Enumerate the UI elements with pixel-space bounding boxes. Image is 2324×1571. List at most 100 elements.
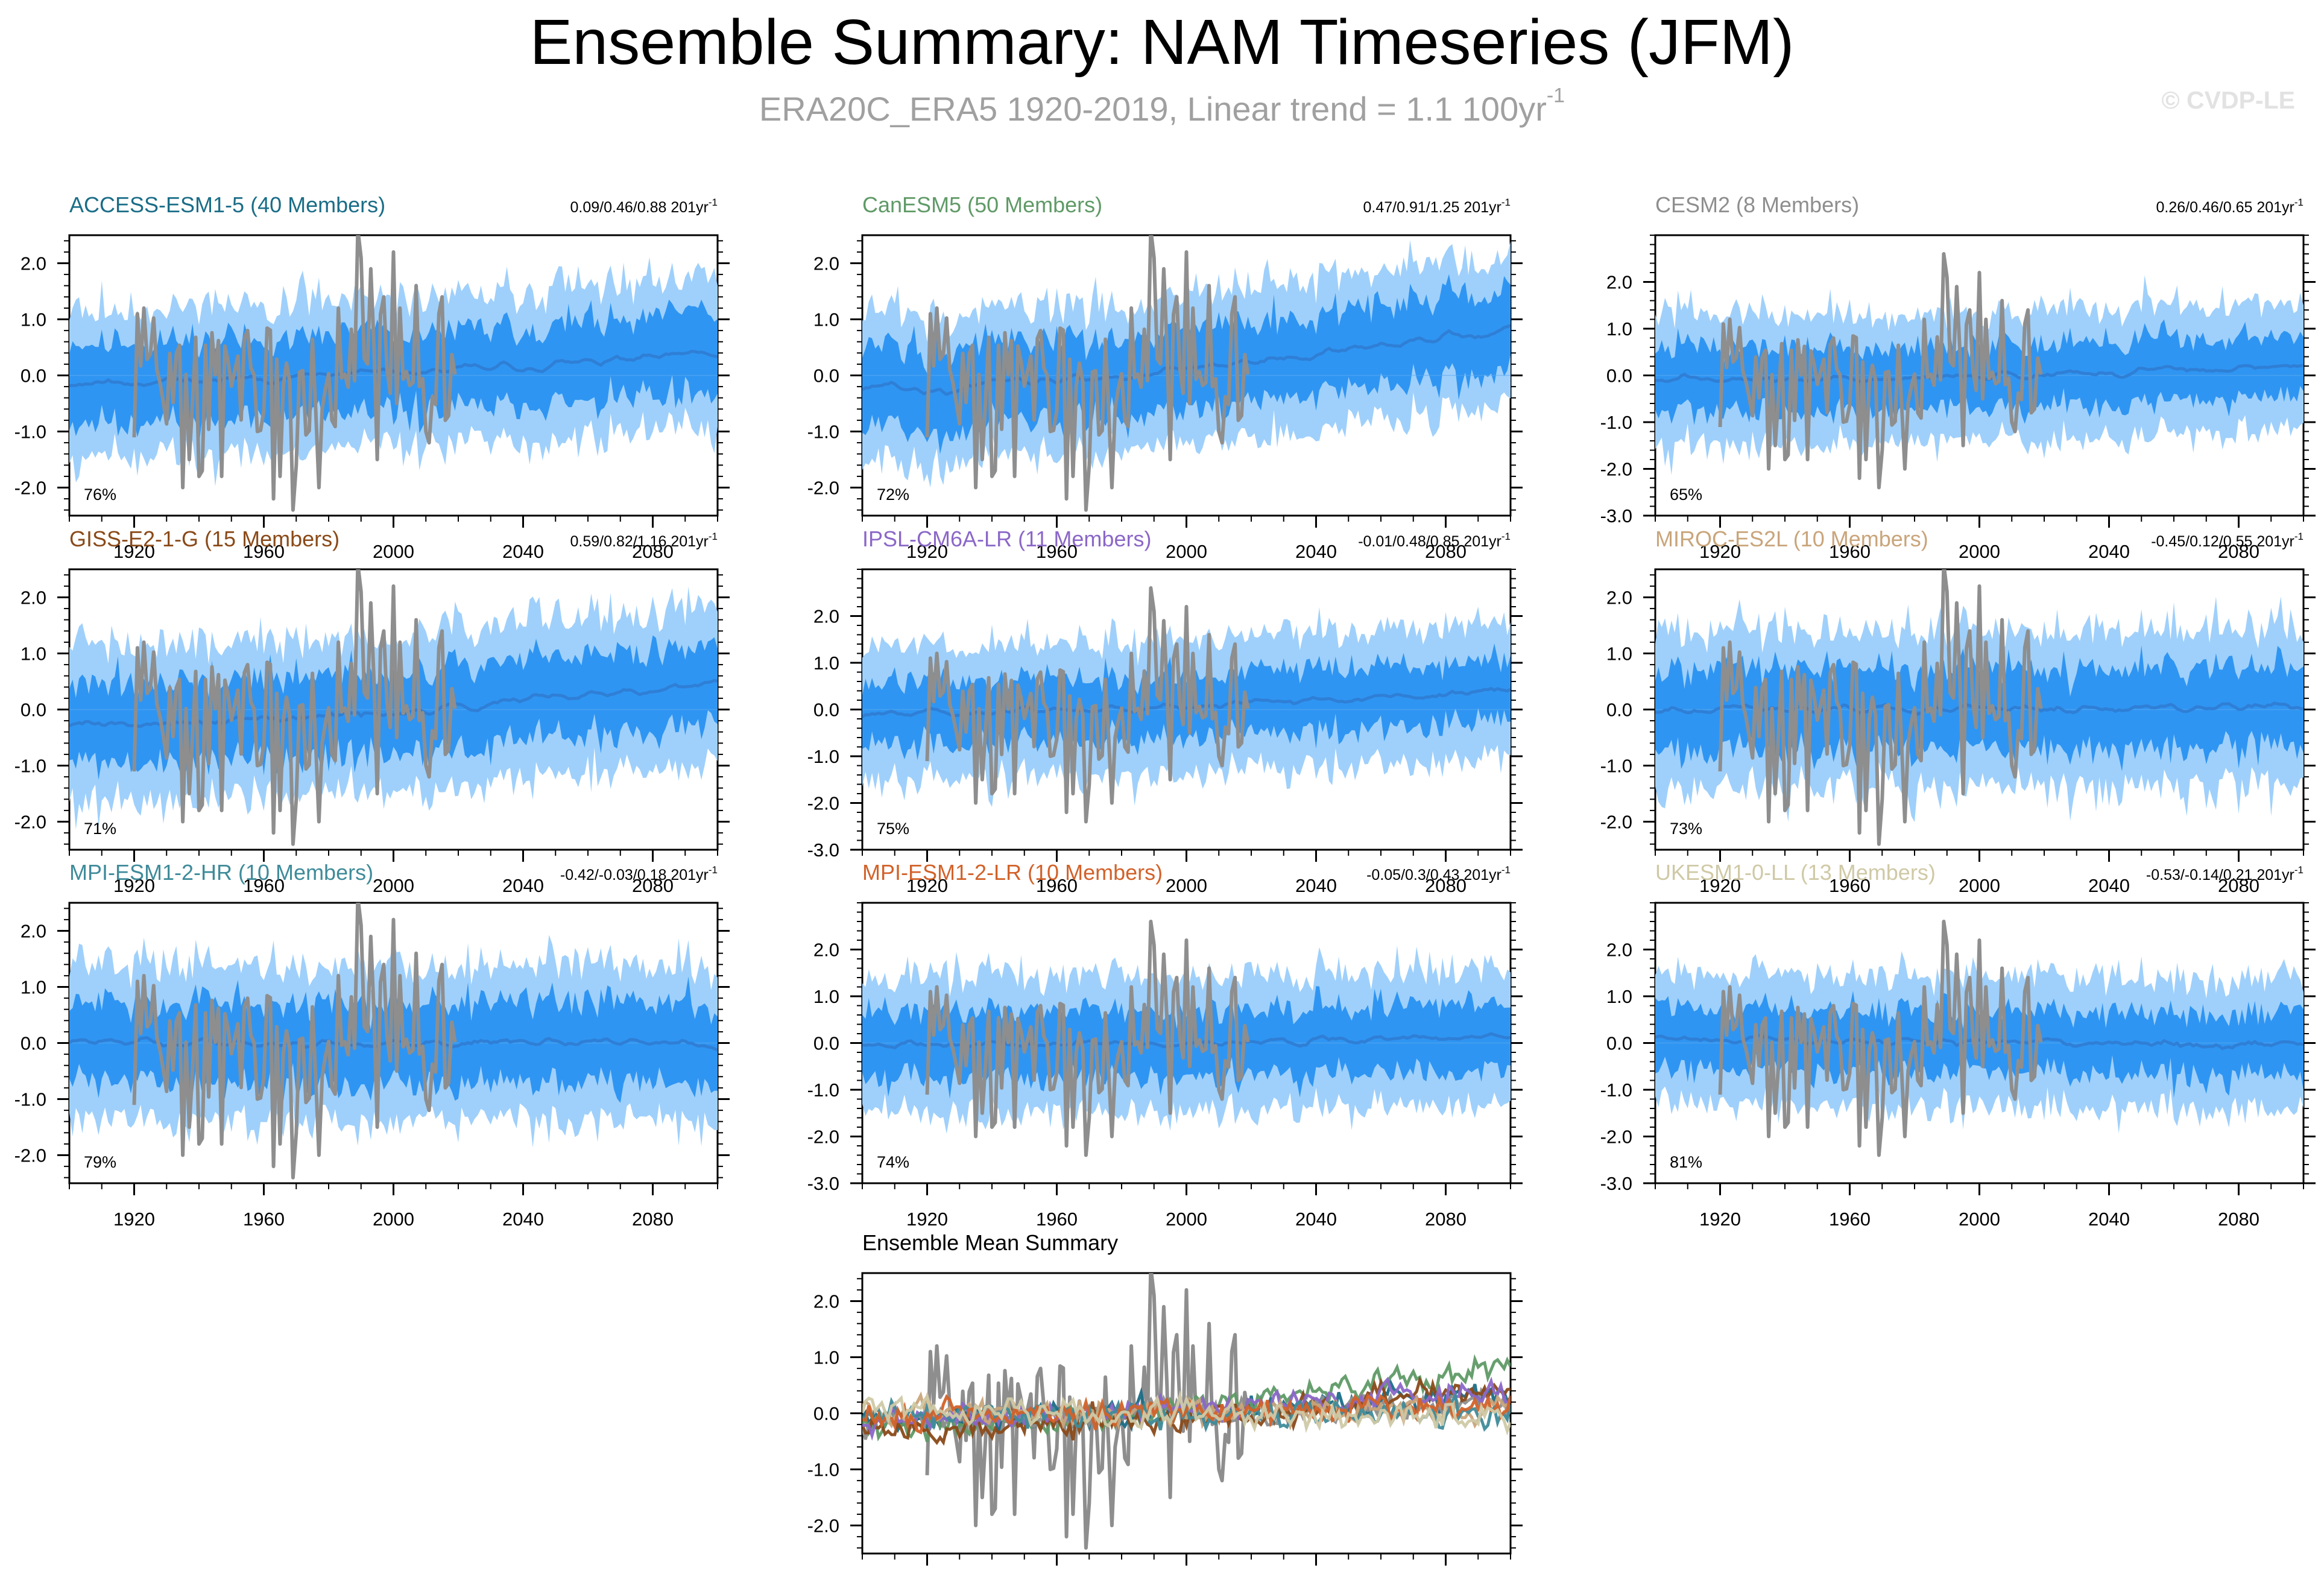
- x-tick-label: 2080: [632, 541, 674, 562]
- ensemble-mean-line: [862, 1032, 1511, 1050]
- pattern-correlation-label: 79%: [84, 1153, 116, 1171]
- trend-label: 0.47/0.91/1.25 201yr-1: [1363, 197, 1511, 216]
- y-tick-labels: 2.0 1.0 0.0 -1.0 -2.0 -3.0: [807, 606, 839, 861]
- y-tick-label: 2.0: [1606, 272, 1632, 293]
- ensemble-mean-series: [862, 1389, 1511, 1436]
- y-tick-label: 2.0: [21, 587, 46, 608]
- ensemble-inner-range: [1655, 319, 2303, 425]
- x-tick-label: 2040: [1295, 875, 1337, 896]
- x-tick-labels: 1920 1960 2000 2040 2080: [113, 875, 674, 896]
- y-tick-label: -1.0: [1600, 756, 1632, 777]
- y-tick-label: -2.0: [14, 812, 46, 833]
- panel-title: IPSL-CM6A-LR (11 Members): [862, 526, 1151, 551]
- panel-ipsl-cm6a-lr: IPSL-CM6A-LR (11 Members) -0.01/0.48/0.85…: [807, 526, 1523, 896]
- x-tick-labels: 1920 1960 2000 2040 2080: [1699, 875, 2259, 896]
- y-tick-labels: 2.0 1.0 0.0 -1.0 -2.0: [14, 253, 46, 499]
- x-tick-labels: 1920 1960 2000 2040 2080: [1699, 1209, 2259, 1230]
- x-tick-label: 2000: [1166, 875, 1207, 896]
- y-tick-label: 0.0: [21, 365, 46, 387]
- trend-text: 0.47/0.91/1.25 201yr: [1363, 199, 1501, 216]
- x-tick-label: 2080: [2218, 541, 2259, 562]
- trend-exponent: -1: [709, 197, 718, 208]
- y-tick-label: -2.0: [807, 793, 839, 814]
- ensemble-mean-line: [1655, 1034, 2303, 1051]
- x-tick-label: 2040: [1295, 1209, 1337, 1230]
- x-tick-label: 1920: [1699, 1209, 1741, 1230]
- pattern-correlation-label: 81%: [1670, 1153, 1702, 1171]
- ensemble-mean-line: [69, 350, 718, 388]
- ensemble-inner-range: [69, 299, 718, 446]
- y-tick-label: 0.0: [21, 700, 46, 721]
- trend-exponent: -1: [2294, 864, 2303, 876]
- trend-exponent: -1: [1501, 531, 1511, 542]
- observations-line: [132, 903, 457, 1180]
- observations-line: [925, 1273, 1250, 1550]
- x-tick-label: 1960: [1829, 1209, 1871, 1230]
- y-tick-label: -2.0: [807, 1127, 839, 1148]
- pattern-correlation-label: 76%: [84, 485, 116, 504]
- x-tick-label: 1960: [1036, 541, 1078, 562]
- y-tick-label: 1.0: [21, 643, 46, 665]
- observations-line: [1718, 920, 2043, 1157]
- trend-label: -0.01/0.48/0.85 201yr-1: [1358, 531, 1511, 550]
- y-tick-label: 2.0: [813, 1291, 839, 1312]
- trend-text: 0.09/0.46/0.88 201yr: [570, 199, 709, 216]
- trend-text: -0.42/-0.03/0.18 201yr: [560, 867, 709, 883]
- y-tick-label: 2.0: [1606, 940, 1632, 961]
- panel-title: MPI-ESM1-2-HR (10 Members): [69, 860, 373, 885]
- y-tick-label: -3.0: [807, 839, 839, 861]
- ensemble-inner-range: [862, 643, 1511, 760]
- figure-title: Ensemble Summary: NAM Timeseries (JFM): [529, 7, 1795, 78]
- plot-area: [69, 903, 718, 1180]
- credit-watermark: © CVDP-LE: [2161, 86, 2295, 114]
- y-tick-labels: 2.0 1.0 0.0 -1.0 -2.0 -3.0: [807, 940, 839, 1195]
- y-tick-labels: 2.0 1.0 0.0 -1.0 -2.0 -3.0: [1600, 940, 1632, 1195]
- y-tick-labels: 2.0 1.0 0.0 -1.0 -2.0: [807, 1291, 839, 1537]
- trend-text: -0.53/-0.14/0.21 201yr: [2146, 867, 2294, 883]
- x-tick-labels: 1920 1960 2000 2040 2080: [906, 875, 1467, 896]
- plot-area: [1655, 252, 2303, 490]
- plot-area: [69, 569, 718, 846]
- observations-line: [132, 235, 457, 512]
- y-tick-label: 0.0: [813, 1403, 839, 1424]
- figure-subtitle: ERA20C_ERA5 1920-2019, Linear trend = 1.…: [0, 85, 2324, 128]
- y-tick-label: 2.0: [21, 253, 46, 274]
- x-tick-label: 1920: [1699, 541, 1741, 562]
- ensemble-inner-range: [1655, 990, 2303, 1098]
- trend-text: 0.59/0.82/1.16 201yr: [570, 533, 709, 550]
- y-tick-label: 0.0: [813, 365, 839, 387]
- panel-title: CESM2 (8 Members): [1655, 192, 1859, 217]
- y-tick-label: -3.0: [1600, 1173, 1632, 1194]
- x-tick-label: 2040: [2088, 541, 2130, 562]
- panel-title: MPI-ESM1-2-LR (10 Members): [862, 860, 1163, 885]
- y-tick-label: -2.0: [1600, 812, 1632, 833]
- x-tick-label: 1920: [113, 1209, 155, 1230]
- x-tick-label: 2000: [1959, 875, 2000, 896]
- y-tick-label: -3.0: [807, 1173, 839, 1194]
- y-tick-labels: 2.0 1.0 0.0 -1.0 -2.0: [1600, 587, 1632, 833]
- x-tick-label: 1920: [906, 541, 948, 562]
- ensemble-mean-line: [862, 324, 1511, 396]
- trend-text: -0.45/0.12/0.55 201yr: [2151, 533, 2294, 550]
- x-tick-label: 1920: [906, 1209, 948, 1230]
- y-tick-label: 0.0: [1606, 365, 1632, 387]
- ensemble-mean-line: [1655, 363, 2303, 384]
- y-tick-label: 2.0: [813, 253, 839, 274]
- x-tick-label: 1960: [1829, 875, 1871, 896]
- panel-title: ACCESS-ESM1-5 (40 Members): [69, 192, 385, 217]
- pattern-correlation-label: 72%: [877, 485, 909, 504]
- pattern-correlation-label: 75%: [877, 820, 909, 838]
- y-tick-labels: 2.0 1.0 0.0 -1.0 -2.0: [807, 253, 839, 499]
- panel-access-esm1-5: ACCESS-ESM1-5 (40 Members) 0.09/0.46/0.88…: [14, 192, 730, 562]
- y-tick-label: -2.0: [1600, 1127, 1632, 1148]
- observations-line: [1718, 569, 2043, 846]
- y-tick-label: 1.0: [813, 1347, 839, 1368]
- trend-exponent: -1: [2294, 531, 2303, 542]
- y-tick-label: -2.0: [14, 1145, 46, 1166]
- y-tick-label: -2.0: [1600, 459, 1632, 480]
- y-tick-label: 1.0: [813, 986, 839, 1007]
- x-tick-label: 2080: [2218, 875, 2259, 896]
- y-tick-label: -1.0: [807, 1459, 839, 1481]
- trend-label: -0.05/0.3/0.43 201yr-1: [1366, 864, 1511, 883]
